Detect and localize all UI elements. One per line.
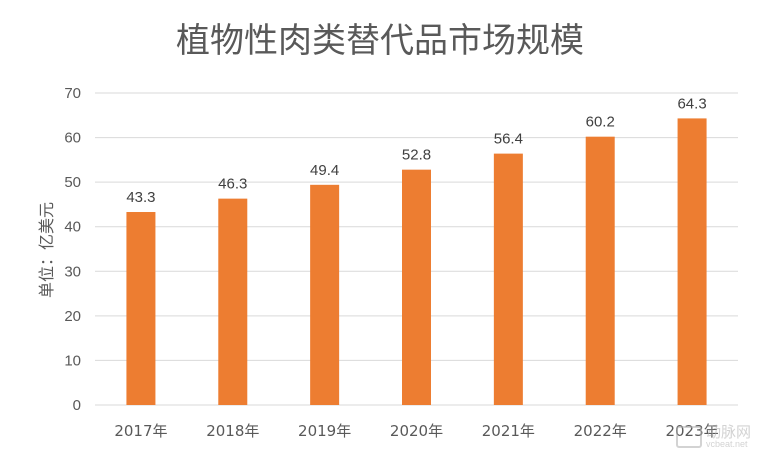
x-axis-ticks: 2017年 2018年 2019年 2020年 2021年 2022年 2023年: [114, 422, 718, 440]
bar: [585, 136, 615, 405]
bar: [126, 212, 156, 405]
bars: [126, 118, 707, 406]
bar: [218, 198, 248, 405]
x-tick-label: 2021年: [482, 422, 535, 440]
x-tick-label: 2019年: [298, 422, 351, 440]
y-axis-label: 单位：亿美元: [37, 202, 56, 298]
y-tick-label: 0: [73, 397, 81, 414]
y-tick-label: 50: [64, 174, 81, 191]
watermark: 动脉网 vcbeat.net: [675, 423, 751, 449]
y-tick-label: 30: [64, 263, 81, 280]
bar: [402, 169, 431, 405]
data-label: 64.3: [677, 95, 706, 112]
x-tick-label: 2020年: [390, 422, 443, 440]
data-label: 60.2: [586, 114, 615, 131]
chart-title: 植物性肉类替代品市场规模: [176, 21, 584, 61]
data-labels: 43.3 46.3 49.4 52.8 56.4 60.2 64.3: [126, 95, 706, 206]
bar: [677, 118, 707, 406]
watermark-en: vcbeat.net: [705, 439, 748, 449]
watermark-logo-icon: [675, 426, 702, 448]
y-tick-label: 10: [64, 352, 81, 369]
y-tick-label: 60: [64, 130, 81, 147]
data-label: 49.4: [310, 162, 339, 179]
data-label: 46.3: [218, 176, 247, 193]
y-tick-label: 40: [64, 219, 81, 236]
data-label: 52.8: [402, 147, 431, 164]
bar: [493, 153, 523, 405]
data-label: 56.4: [494, 131, 523, 148]
x-tick-label: 2022年: [574, 422, 627, 440]
y-tick-label: 70: [64, 85, 81, 102]
bar: [310, 184, 340, 405]
watermark-cn: 动脉网: [705, 423, 751, 441]
x-tick-label: 2017年: [114, 422, 167, 440]
y-tick-label: 20: [64, 308, 81, 325]
y-axis-ticks: 0 10 20 30 40 50 60 70: [64, 85, 81, 414]
data-label: 43.3: [126, 189, 155, 206]
x-tick-label: 2018年: [206, 422, 259, 440]
